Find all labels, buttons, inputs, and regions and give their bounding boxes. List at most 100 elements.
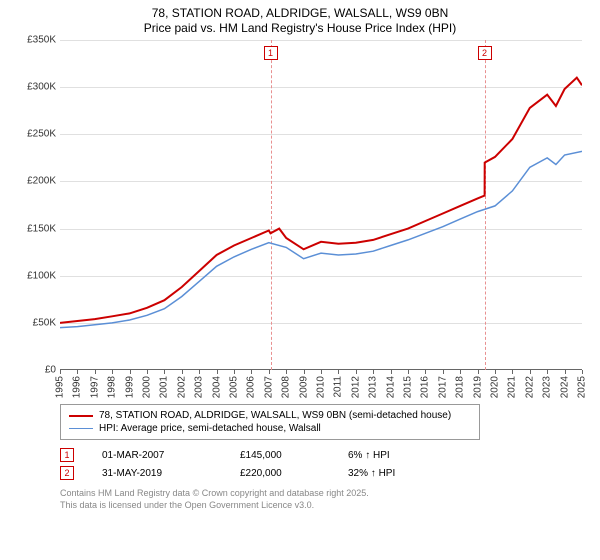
legend-label: 78, STATION ROAD, ALDRIDGE, WALSALL, WS9… bbox=[99, 410, 451, 421]
y-tick-label: £100K bbox=[16, 270, 56, 281]
event-marker: 2 bbox=[60, 466, 74, 480]
x-tick bbox=[530, 370, 531, 374]
x-tick bbox=[321, 370, 322, 374]
y-tick-label: £50K bbox=[16, 317, 56, 328]
x-tick bbox=[547, 370, 548, 374]
chart-container: 78, STATION ROAD, ALDRIDGE, WALSALL, WS9… bbox=[0, 0, 600, 560]
x-tick-label: 2007 bbox=[263, 376, 274, 398]
event-price: £145,000 bbox=[240, 450, 320, 461]
x-tick bbox=[286, 370, 287, 374]
x-tick bbox=[391, 370, 392, 374]
legend-row: HPI: Average price, semi-detached house,… bbox=[69, 422, 471, 435]
x-tick bbox=[495, 370, 496, 374]
x-tick bbox=[199, 370, 200, 374]
x-tick bbox=[512, 370, 513, 374]
series-hpi bbox=[60, 151, 582, 327]
plot-region: 12 bbox=[60, 40, 582, 370]
x-tick-label: 2013 bbox=[368, 376, 379, 398]
x-tick bbox=[304, 370, 305, 374]
x-tick-label: 1995 bbox=[55, 376, 66, 398]
x-tick bbox=[582, 370, 583, 374]
event-price: £220,000 bbox=[240, 468, 320, 479]
title-subtitle: Price paid vs. HM Land Registry's House … bbox=[10, 21, 590, 36]
x-tick bbox=[95, 370, 96, 374]
x-tick bbox=[234, 370, 235, 374]
x-tick-label: 2024 bbox=[559, 376, 570, 398]
x-tick bbox=[269, 370, 270, 374]
x-tick-label: 2015 bbox=[403, 376, 414, 398]
x-tick bbox=[460, 370, 461, 374]
x-tick-label: 2018 bbox=[455, 376, 466, 398]
x-tick bbox=[443, 370, 444, 374]
x-tick bbox=[77, 370, 78, 374]
x-tick bbox=[130, 370, 131, 374]
x-tick bbox=[251, 370, 252, 374]
x-tick-label: 2001 bbox=[159, 376, 170, 398]
event-detail-row: 2 31-MAY-2019 £220,000 32% ↑ HPI bbox=[60, 464, 590, 482]
y-tick-label: £350K bbox=[16, 35, 56, 46]
x-tick-label: 2009 bbox=[298, 376, 309, 398]
x-tick bbox=[112, 370, 113, 374]
x-tick-label: 2012 bbox=[350, 376, 361, 398]
x-tick bbox=[478, 370, 479, 374]
legend: 78, STATION ROAD, ALDRIDGE, WALSALL, WS9… bbox=[60, 404, 480, 440]
x-tick bbox=[408, 370, 409, 374]
x-tick-label: 2010 bbox=[316, 376, 327, 398]
x-tick-label: 1998 bbox=[107, 376, 118, 398]
legend-row: 78, STATION ROAD, ALDRIDGE, WALSALL, WS9… bbox=[69, 409, 471, 422]
event-pct: 32% ↑ HPI bbox=[348, 468, 395, 479]
x-tick bbox=[425, 370, 426, 374]
x-tick-label: 2017 bbox=[437, 376, 448, 398]
chart-title: 78, STATION ROAD, ALDRIDGE, WALSALL, WS9… bbox=[10, 6, 590, 36]
x-tick-label: 2025 bbox=[577, 376, 588, 398]
x-tick bbox=[356, 370, 357, 374]
x-tick-label: 1999 bbox=[124, 376, 135, 398]
event-marker: 1 bbox=[60, 448, 74, 462]
x-tick bbox=[217, 370, 218, 374]
y-tick-label: £200K bbox=[16, 176, 56, 187]
event-detail-row: 1 01-MAR-2007 £145,000 6% ↑ HPI bbox=[60, 446, 590, 464]
event-marker: 1 bbox=[264, 46, 278, 60]
x-tick-label: 2021 bbox=[507, 376, 518, 398]
x-tick-label: 2002 bbox=[176, 376, 187, 398]
y-tick-label: £150K bbox=[16, 223, 56, 234]
x-tick bbox=[147, 370, 148, 374]
x-tick-label: 2000 bbox=[142, 376, 153, 398]
x-tick-label: 2023 bbox=[542, 376, 553, 398]
y-tick-label: £0 bbox=[16, 365, 56, 376]
x-tick-label: 2008 bbox=[281, 376, 292, 398]
legend-label: HPI: Average price, semi-detached house,… bbox=[99, 423, 321, 434]
x-tick-label: 2004 bbox=[211, 376, 222, 398]
footer-line2: This data is licensed under the Open Gov… bbox=[60, 500, 590, 512]
event-date: 31-MAY-2019 bbox=[102, 468, 212, 479]
y-tick-label: £300K bbox=[16, 82, 56, 93]
x-tick bbox=[373, 370, 374, 374]
legend-swatch bbox=[69, 428, 93, 429]
event-details-table: 1 01-MAR-2007 £145,000 6% ↑ HPI 2 31-MAY-2019… bbox=[60, 446, 590, 482]
x-tick bbox=[182, 370, 183, 374]
x-tick-label: 2011 bbox=[333, 376, 344, 398]
chart-area: 12 £0£50K£100K£150K£200K£250K£300K£350K … bbox=[22, 40, 582, 400]
y-tick-label: £250K bbox=[16, 129, 56, 140]
title-address: 78, STATION ROAD, ALDRIDGE, WALSALL, WS9… bbox=[10, 6, 590, 21]
footer-line1: Contains HM Land Registry data © Crown c… bbox=[60, 488, 590, 500]
x-tick bbox=[338, 370, 339, 374]
series-lines bbox=[60, 40, 582, 370]
x-tick bbox=[565, 370, 566, 374]
legend-swatch bbox=[69, 415, 93, 417]
x-tick-label: 1997 bbox=[89, 376, 100, 398]
event-marker: 2 bbox=[478, 46, 492, 60]
event-date: 01-MAR-2007 bbox=[102, 450, 212, 461]
event-pct: 6% ↑ HPI bbox=[348, 450, 390, 461]
x-tick-label: 2006 bbox=[246, 376, 257, 398]
x-tick-label: 2016 bbox=[420, 376, 431, 398]
x-tick-label: 2019 bbox=[472, 376, 483, 398]
x-tick-label: 2005 bbox=[229, 376, 240, 398]
x-tick-label: 2003 bbox=[194, 376, 205, 398]
x-tick-label: 1996 bbox=[72, 376, 83, 398]
series-price_paid bbox=[60, 78, 582, 323]
footer-attribution: Contains HM Land Registry data © Crown c… bbox=[60, 488, 590, 511]
x-tick-label: 2020 bbox=[490, 376, 501, 398]
x-tick-label: 2022 bbox=[524, 376, 535, 398]
x-tick-label: 2014 bbox=[385, 376, 396, 398]
